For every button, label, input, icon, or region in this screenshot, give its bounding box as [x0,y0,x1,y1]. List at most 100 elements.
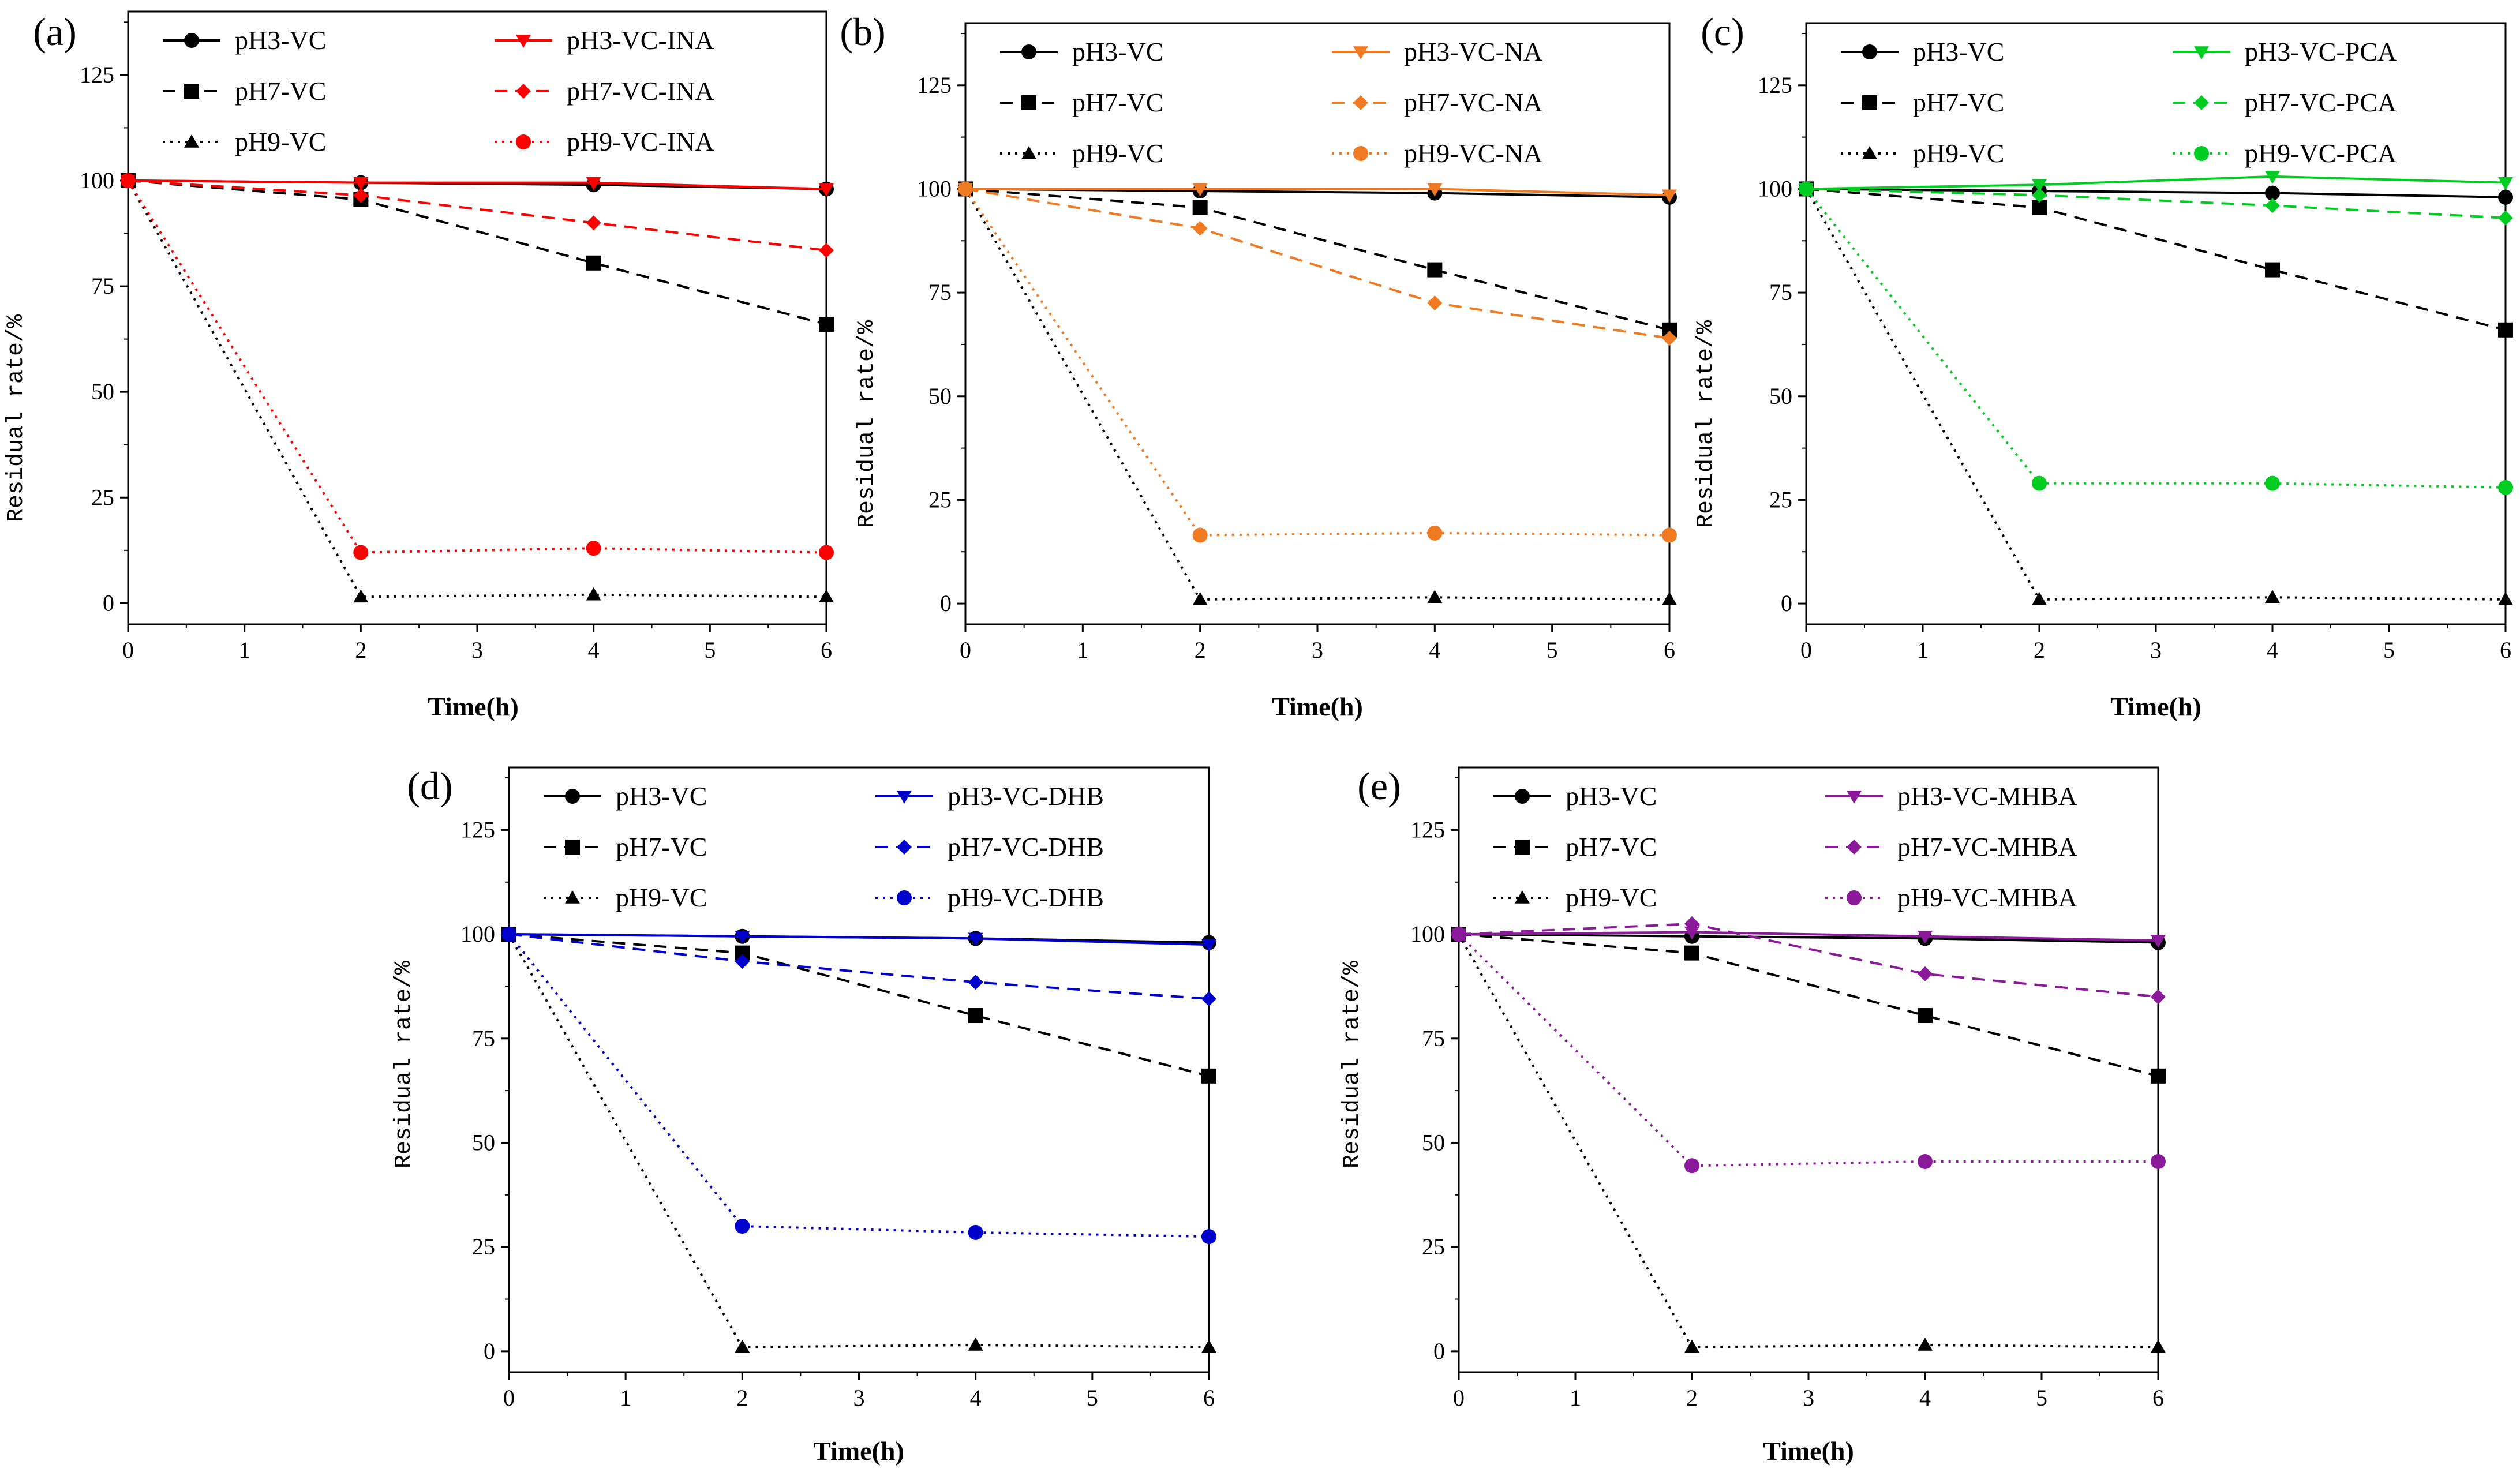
y-tick-label-b-75: 75 [928,279,952,305]
data-point-e-ph9-vc-mhba-0 [1451,927,1466,942]
series-line-e-ph9-vc [1458,934,2159,1348]
x-tick-label-d-3: 3 [853,1385,865,1411]
series-b-ph9-vc [958,181,1677,605]
y-tick-label-e-25: 25 [1422,1234,1445,1260]
data-point-d-ph3-vc-dhb-2 [968,932,983,946]
x-tick-label-a-6: 6 [821,637,832,663]
data-point-e-ph9-vc-1 [1684,1339,1699,1353]
x-tick-label-c-1: 1 [1917,637,1929,663]
x-tick-label-c-3: 3 [2150,637,2162,663]
data-point-b-ph9-vc-na-0 [958,181,973,197]
series-c-ph9-vc-pca [1799,181,2513,495]
data-point-a-ph9-vc-2 [586,587,601,601]
series-line-b-ph3-vc-na [965,188,1670,197]
panel-e: 0 1 2 3 4 5 6 0 25 50 75 100 125 (e) Time(h) Residual r… [1339,764,2166,1466]
series-b-ph7-vc-na [958,181,1677,346]
data-point-c-ph7-vc-2 [2265,262,2280,278]
data-point-c-ph9-vc-pca-0 [1799,181,1814,197]
y-tick-label-d-125: 125 [460,816,495,842]
legend-label-b-ph9-vc: pH9-VC [1072,138,1163,168]
x-tick-label-e-1: 1 [1570,1385,1581,1411]
x-tick-label-e-6: 6 [2152,1385,2164,1411]
series-line-d-ph3-vc-dhb [508,933,1210,946]
legend-a: pH3-VC pH7-VC pH9-VC pH3-VC-INA pH7-VC-INA pH… [163,25,714,156]
legend-label-d-ph3-vc: pH3-VC [616,781,707,811]
legend-label-d-ph9-vc-dhb: pH9-VC-DHB [948,883,1104,912]
legend-marker-e-ph7-vc [1515,840,1530,855]
x-tick-label-a-1: 1 [239,637,250,663]
y-tick-label-a-100: 100 [80,167,114,193]
data-point-c-ph7-vc-pca-2 [2265,198,2280,213]
series-line-a-ph9-vc-ina [127,179,827,554]
legend-marker-e-ph3-vc-mhba [1847,791,1862,804]
data-point-e-ph7-vc-mhba-1 [1684,916,1699,932]
x-tick-label-d-2: 2 [736,1385,748,1411]
legend-label-a-ph3-vc: pH3-VC [235,25,326,55]
data-point-d-ph7-vc-2 [968,1008,983,1024]
series-b-ph9-vc-na [958,181,1677,543]
panel-d: 0 1 2 3 4 5 6 0 25 50 75 100 125 (d) Time(h) Residual r… [391,764,1216,1466]
legend-label-b-ph9-vc-na: pH9-VC-NA [1404,138,1542,168]
panel-label-a: (a) [33,10,76,54]
legend-label-d-ph7-vc: pH7-VC [616,832,707,861]
legend-label-e-ph9-vc-mhba: pH9-VC-MHBA [1897,883,2077,912]
data-point-b-ph3-vc-na-2 [1427,183,1443,197]
data-point-d-ph9-vc-3 [1201,1339,1216,1353]
y-tick-label-a-75: 75 [91,273,114,299]
y-tick-label-b-0: 0 [940,590,952,616]
data-point-a-ph9-vc-ina-0 [121,173,136,188]
x-tick-label-c-5: 5 [2383,637,2395,663]
data-point-a-ph9-vc-1 [353,589,369,603]
data-point-c-ph3-vc-pca-3 [2498,177,2513,190]
legend-label-a-ph9-vc: pH9-VC [235,127,326,156]
panel-label-c: (c) [1701,10,1744,54]
y-tick-label-b-100: 100 [917,175,952,201]
data-point-b-ph9-vc-na-3 [1662,527,1677,543]
data-point-b-ph7-vc-na-3 [1662,331,1677,346]
y-tick-label-e-100: 100 [1410,921,1445,947]
y-tick-label-d-0: 0 [484,1338,495,1364]
series-a-ph3-vc-ina [121,175,834,197]
legend-label-a-ph7-vc: pH7-VC [235,76,326,106]
legend-marker-b-ph7-vc-na [1353,95,1368,110]
x-axis-title-c: Time(h) [2110,692,2201,721]
legend-label-b-ph3-vc: pH3-VC [1072,37,1163,66]
x-axis-title-a: Time(h) [428,692,519,721]
series-c-ph7-vc [1799,181,2513,338]
data-point-c-ph9-vc-pca-1 [2032,475,2047,491]
legend-marker-b-ph7-vc [1021,95,1036,110]
data-point-b-ph7-vc-2 [1427,262,1443,278]
data-point-a-ph9-vc-ina-1 [353,545,369,560]
legend-label-b-ph7-vc-na: pH7-VC-NA [1404,88,1542,117]
legend-label-d-ph9-vc: pH9-VC [616,883,707,912]
y-axis-title-d: Residual rate/% [391,960,417,1168]
x-tick-label-c-0: 0 [1800,637,1812,663]
series-line-e-ph3-vc [1458,933,2159,944]
series-e-ph9-vc [1451,927,2166,1353]
x-tick-label-e-5: 5 [2036,1385,2047,1411]
x-axis-title-d: Time(h) [813,1436,904,1466]
series-line-d-ph7-vc-dhb [508,933,1210,1001]
legend-b: pH3-VC pH7-VC pH9-VC pH3-VC-NA pH7-VC-NA pH9-… [1000,37,1542,168]
data-point-d-ph9-vc-dhb-2 [968,1224,983,1240]
legend-label-e-ph9-vc: pH9-VC [1566,883,1657,912]
legend-marker-b-ph3-vc [1021,44,1036,59]
data-point-e-ph9-vc-2 [1918,1338,1933,1351]
series-e-ph9-vc-mhba [1451,927,2166,1174]
legend-label-c-ph9-vc: pH9-VC [1913,138,2004,168]
data-point-e-ph7-vc-1 [1684,945,1699,961]
series-line-c-ph3-vc [1806,188,2506,198]
x-tick-label-a-4: 4 [588,637,600,663]
legend-marker-a-ph7-vc [184,84,199,99]
x-tick-label-e-2: 2 [1686,1385,1698,1411]
series-line-a-ph9-vc [127,179,827,598]
x-tick-label-d-6: 6 [1203,1385,1215,1411]
data-point-c-ph9-vc-1 [2032,591,2047,605]
data-point-a-ph3-vc-ina-1 [353,177,369,190]
series-line-c-ph7-vc [1806,188,2506,331]
y-tick-label-e-75: 75 [1422,1025,1445,1051]
series-line-c-ph7-vc-pca [1806,188,2506,219]
series-d-ph7-vc [501,927,1216,1084]
x-axis-title-b: Time(h) [1272,692,1363,721]
